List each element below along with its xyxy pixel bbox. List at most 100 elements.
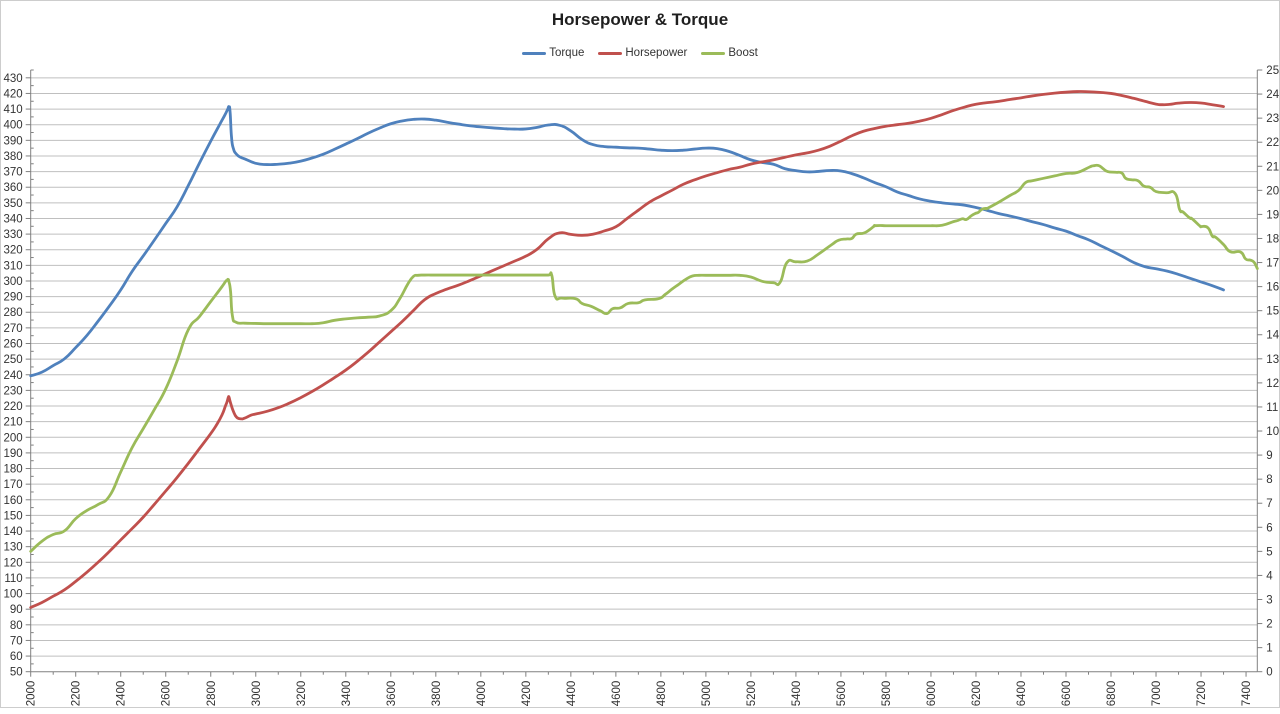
- x-axis-label: 2400: [116, 681, 128, 707]
- left-axis-label: 260: [4, 339, 23, 351]
- x-axis-label: 2800: [206, 681, 218, 707]
- right-axis-label: 12: [1266, 378, 1279, 390]
- right-axis-label: 9: [1266, 450, 1272, 462]
- left-axis-label: 300: [4, 276, 23, 288]
- left-axis-label: 400: [4, 120, 23, 132]
- right-axis-label: 8: [1266, 474, 1272, 486]
- x-axis-label: 7000: [1151, 681, 1163, 707]
- left-axis-label: 390: [4, 135, 23, 147]
- left-axis-label: 140: [4, 526, 23, 538]
- x-axis-label: 3200: [296, 681, 308, 707]
- x-axis-label: 3000: [251, 681, 263, 707]
- right-axis-label: 7: [1266, 498, 1272, 510]
- right-axis-label: 4: [1266, 570, 1273, 582]
- left-axis-label: 150: [4, 510, 23, 522]
- left-axis-label: 80: [10, 620, 23, 632]
- left-axis-label: 280: [4, 307, 23, 319]
- x-axis-label: 5000: [701, 681, 713, 707]
- right-axis-label: 20: [1266, 185, 1279, 197]
- chart-title: Horsepower & Torque: [551, 10, 729, 29]
- left-axis-label: 50: [10, 667, 23, 679]
- legend-item-boost[interactable]: Boost: [701, 47, 758, 59]
- left-axis-label: 420: [4, 88, 23, 100]
- left-axis-label: 370: [4, 167, 23, 179]
- left-axis-label: 190: [4, 448, 23, 460]
- x-axis-label: 4600: [611, 681, 623, 707]
- right-axis-label: 13: [1266, 354, 1279, 366]
- left-axis-label: 170: [4, 479, 23, 491]
- left-axis-label: 290: [4, 292, 23, 304]
- left-axis-label: 110: [4, 573, 22, 585]
- left-axis-label: 220: [4, 401, 23, 413]
- right-axis-label: 3: [1266, 594, 1272, 606]
- chart-legend: Torque Horsepower Boost: [1, 47, 1279, 59]
- x-axis-label: 5400: [791, 681, 803, 707]
- right-axis-label: 23: [1266, 113, 1279, 125]
- right-axis-label: 1: [1266, 643, 1272, 655]
- right-axis-label: 14: [1266, 330, 1279, 342]
- left-axis: 50 60 70 80 90 100 110 120 130 140 150 160 170 180 190…: [4, 69, 34, 679]
- x-axis-label: 2000: [26, 681, 38, 707]
- right-axis-label: 0: [1266, 667, 1272, 679]
- series-line-boost: [29, 163, 1259, 553]
- x-axis-label: 4400: [566, 681, 578, 707]
- left-axis-label: 230: [4, 385, 23, 397]
- right-axis-label: 11: [1266, 402, 1278, 414]
- right-axis-label: 10: [1266, 426, 1279, 438]
- x-axis-label: 5800: [881, 681, 893, 707]
- x-axis-label: 3400: [341, 681, 353, 707]
- left-axis-label: 270: [4, 323, 23, 335]
- gridlines: [30, 77, 1258, 657]
- left-axis-label: 330: [4, 229, 23, 241]
- x-axis-label: 6000: [926, 681, 938, 707]
- x-axis-label: 3800: [431, 681, 443, 707]
- x-axis-label: 5200: [746, 681, 758, 707]
- legend-swatch-torque: [522, 51, 547, 55]
- left-axis-label: 90: [10, 604, 23, 616]
- x-axis-label: 4200: [521, 681, 533, 707]
- left-axis-label: 250: [4, 354, 23, 366]
- left-axis-label: 310: [4, 260, 23, 272]
- legend-item-horsepower[interactable]: Horsepower: [598, 47, 687, 59]
- right-axis-label: 21: [1266, 161, 1279, 173]
- right-axis-label: 17: [1266, 258, 1279, 270]
- left-axis-label: 380: [4, 151, 23, 163]
- legend-swatch-boost: [701, 51, 726, 55]
- left-axis-label: 340: [4, 213, 23, 225]
- right-axis-label: 18: [1266, 233, 1279, 245]
- legend-item-torque[interactable]: Torque: [522, 47, 584, 59]
- right-axis: 0123456789101112131415161718192021222324…: [1257, 65, 1280, 679]
- left-axis-label: 130: [4, 542, 23, 554]
- x-axis-label: 7400: [1241, 681, 1253, 707]
- x-axis-label: 6800: [1106, 681, 1118, 707]
- left-axis-label: 350: [4, 198, 23, 210]
- right-axis-label: 25: [1266, 65, 1279, 77]
- left-axis-label: 430: [4, 73, 23, 85]
- left-axis-label: 320: [4, 245, 23, 257]
- left-axis-label: 410: [4, 104, 23, 116]
- x-axis-label: 6600: [1061, 681, 1073, 707]
- right-axis-label: 5: [1266, 546, 1272, 558]
- legend-label: Torque: [549, 47, 585, 59]
- left-axis-label: 240: [4, 370, 23, 382]
- left-axis-label: 70: [10, 635, 23, 647]
- x-axis-label: 2200: [71, 681, 83, 707]
- x-axis-label: 7200: [1196, 681, 1208, 707]
- legend-label: Boost: [728, 47, 758, 59]
- series-line-torque: [29, 105, 1225, 378]
- left-axis-label: 200: [4, 432, 23, 444]
- right-axis-label: 22: [1266, 137, 1279, 149]
- legend-label: Horsepower: [625, 47, 688, 59]
- axes: [30, 70, 1258, 673]
- left-axis-label: 60: [10, 651, 23, 663]
- right-axis-label: 19: [1266, 209, 1279, 221]
- left-axis-label: 360: [4, 182, 23, 194]
- x-axis-label: 6400: [1016, 681, 1028, 707]
- x-axis-label: 3600: [386, 681, 398, 707]
- series-line-horsepower: [29, 90, 1225, 609]
- x-axis-label: 2600: [161, 681, 173, 707]
- left-axis-label: 120: [4, 557, 23, 569]
- right-axis-label: 15: [1266, 306, 1279, 318]
